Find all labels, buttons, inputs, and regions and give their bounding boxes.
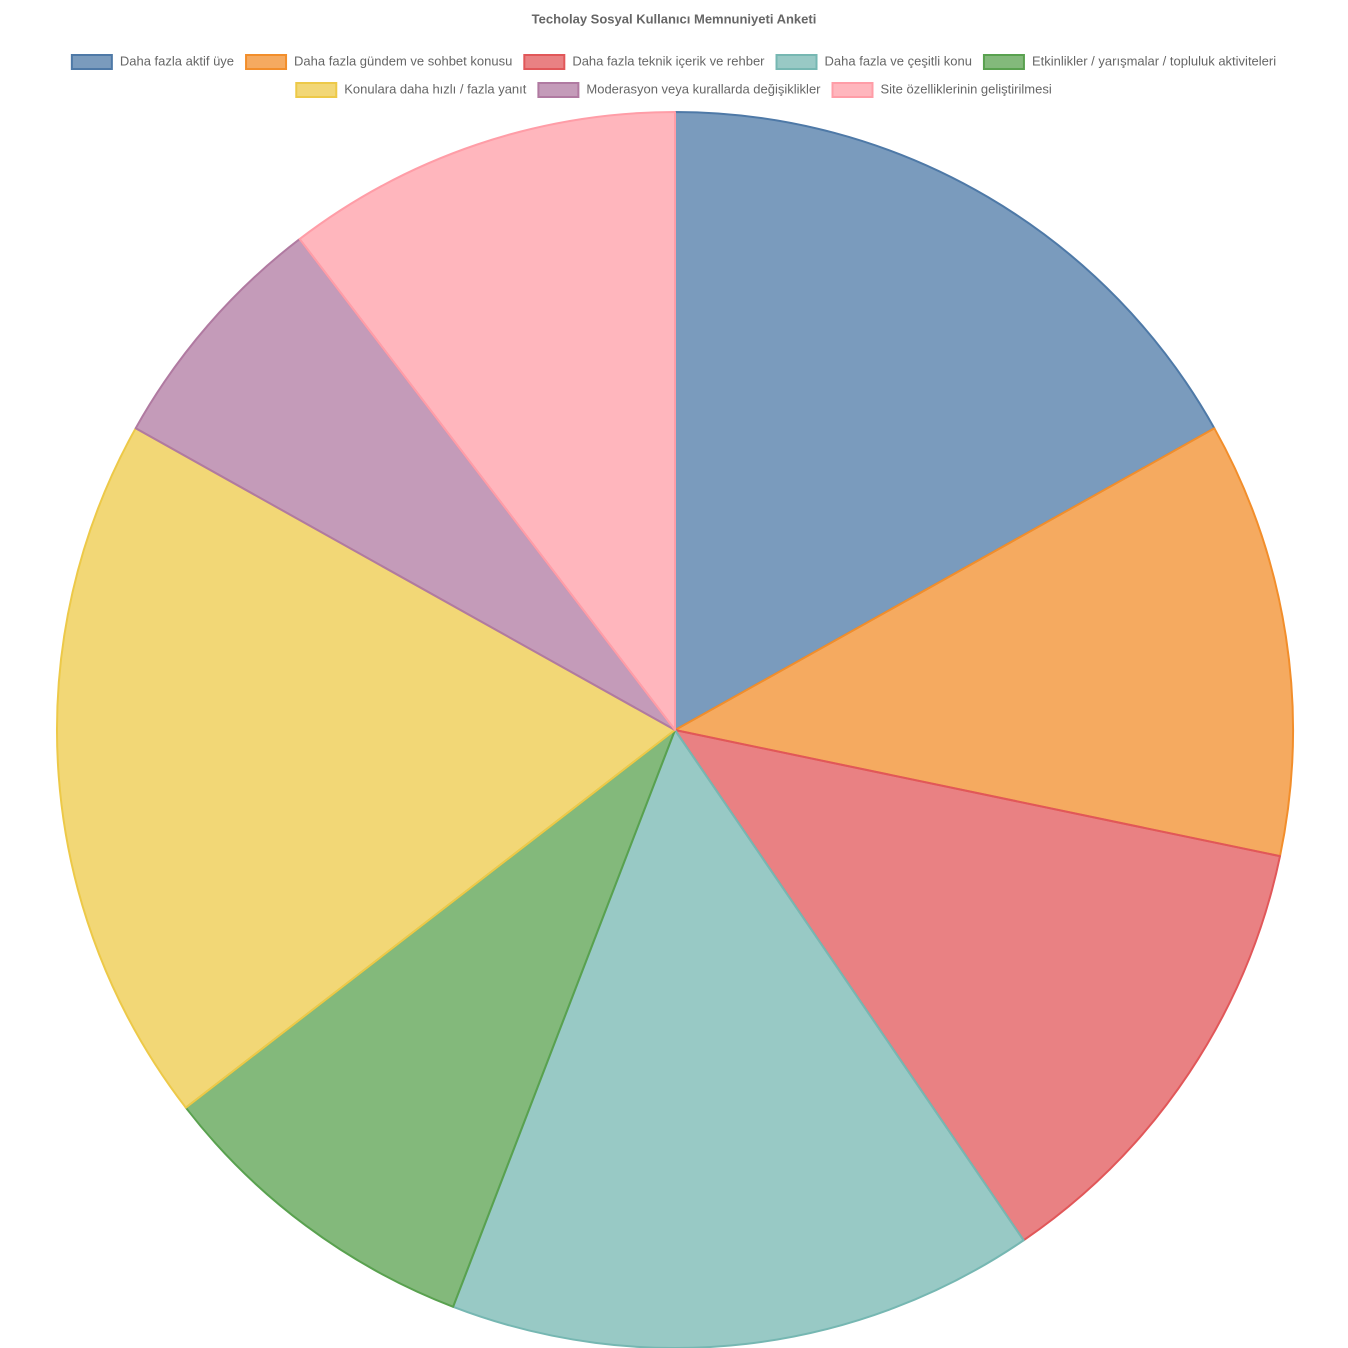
legend-swatch: [982, 54, 1025, 70]
pie-slice: [452, 729, 1025, 1348]
legend-item: Daha fazla ve çeşitli konu: [775, 53, 972, 70]
pie-slice: [184, 729, 676, 1308]
legend-item: Daha fazla teknik içerik ve rehber: [523, 53, 765, 70]
legend-swatch: [70, 54, 113, 70]
legend-item: Konulara daha hızlı / fazla yanıt: [295, 81, 527, 98]
legend-item: Etkinlikler / yarışmalar / topluluk akti…: [982, 53, 1276, 70]
legend-swatch: [831, 82, 874, 98]
legend-swatch: [775, 54, 818, 70]
legend-item: Daha fazla aktif üye: [70, 53, 234, 70]
pie-slice: [674, 729, 1281, 1242]
legend-label: Moderasyon veya kurallarda değişiklikler: [586, 81, 821, 96]
legend-item: Site özelliklerinin geliştirilmesi: [831, 81, 1052, 98]
pie-slice: [134, 238, 676, 731]
pie-slice: [298, 111, 676, 731]
chart-title: Techolay Sosyal Kullanıcı Memnuniyeti An…: [532, 11, 817, 26]
legend-label: Daha fazla aktif üye: [120, 53, 234, 68]
pie-slice: [56, 427, 676, 1109]
legend-label: Konulara daha hızlı / fazla yanıt: [344, 81, 527, 96]
legend-swatch: [537, 82, 580, 98]
legend-label: Etkinlikler / yarışmalar / topluluk akti…: [1032, 53, 1276, 68]
pie-slice: [674, 111, 1216, 731]
legend-swatch: [295, 82, 338, 98]
legend-label: Daha fazla ve çeşitli konu: [825, 53, 972, 68]
legend-item: Daha fazla gündem ve sohbet konusu: [245, 53, 512, 70]
pie-slice: [674, 427, 1294, 858]
legend-label: Site özelliklerinin geliştirilmesi: [881, 81, 1052, 96]
legend-swatch: [523, 54, 566, 70]
legend-item: Moderasyon veya kurallarda değişiklikler: [537, 81, 821, 98]
legend-label: Daha fazla gündem ve sohbet konusu: [294, 53, 512, 68]
legend-label: Daha fazla teknik içerik ve rehber: [572, 53, 765, 68]
legend-swatch: [245, 54, 288, 70]
